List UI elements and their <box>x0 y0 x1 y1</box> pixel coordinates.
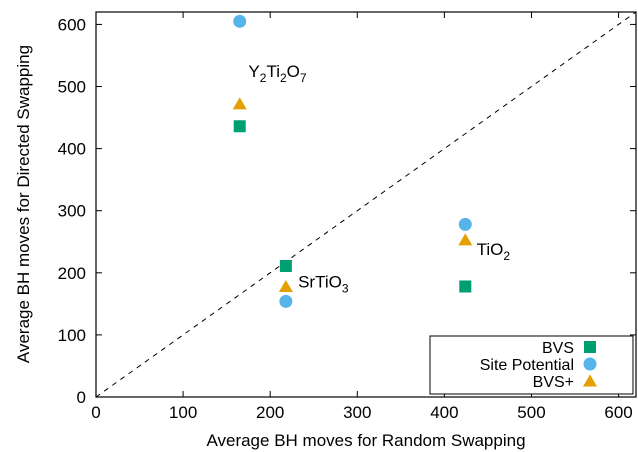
x-tick-label: 600 <box>604 403 632 422</box>
y-tick-label: 100 <box>58 326 86 345</box>
legend-label-site-potential: Site Potential <box>480 357 574 374</box>
plot-frame <box>95 11 637 398</box>
point-bvs <box>233 120 246 133</box>
x-tick-label: 400 <box>430 403 458 422</box>
point-bvs-plus <box>278 279 293 292</box>
axis-ticks: 0 100 200 300 400 500 600 0 100 200 300 400 500 600 <box>58 12 636 422</box>
y-tick-label: 300 <box>58 202 86 221</box>
point-bvs <box>459 280 472 293</box>
legend-marker-site-potential <box>583 357 597 371</box>
y-tick-label: 600 <box>58 15 86 34</box>
y-tick-label: 0 <box>77 388 86 407</box>
y-axis-label: Average BH moves for Directed Swapping <box>14 45 33 363</box>
legend-marker-bvs <box>584 341 596 353</box>
point-bvs <box>279 259 292 272</box>
legend-marker-bvs-plus <box>583 374 597 387</box>
y-tick-label: 500 <box>58 78 86 97</box>
label-y2ti2o7: Y2Ti2O7 <box>248 62 306 85</box>
legend-label-bvs-plus: BVS+ <box>533 374 574 391</box>
x-tick-label: 300 <box>343 403 371 422</box>
label-tio2: TiO2 <box>477 240 511 263</box>
point-bvs-plus <box>232 97 247 110</box>
x-tick-label: 100 <box>169 403 197 422</box>
data-marks <box>232 14 473 308</box>
legend-box <box>429 335 634 395</box>
x-tick-label: 500 <box>517 403 545 422</box>
y-tick-label: 400 <box>58 140 86 159</box>
legend-label-bvs: BVS <box>542 340 574 357</box>
point-bvs-plus <box>458 233 473 246</box>
point-site-potential <box>279 294 293 308</box>
compound-labels: Y2Ti2O7 SrTiO3 TiO2 <box>248 62 510 296</box>
x-tick-label: 200 <box>256 403 284 422</box>
point-site-potential <box>458 217 472 231</box>
diagonal-reference-line <box>95 11 637 398</box>
y-tick-label: 200 <box>58 264 86 283</box>
label-srtio3: SrTiO3 <box>298 273 349 296</box>
point-site-potential <box>233 14 247 28</box>
x-axis-label: Average BH moves for Random Swapping <box>206 431 525 450</box>
x-tick-label: 0 <box>91 403 100 422</box>
